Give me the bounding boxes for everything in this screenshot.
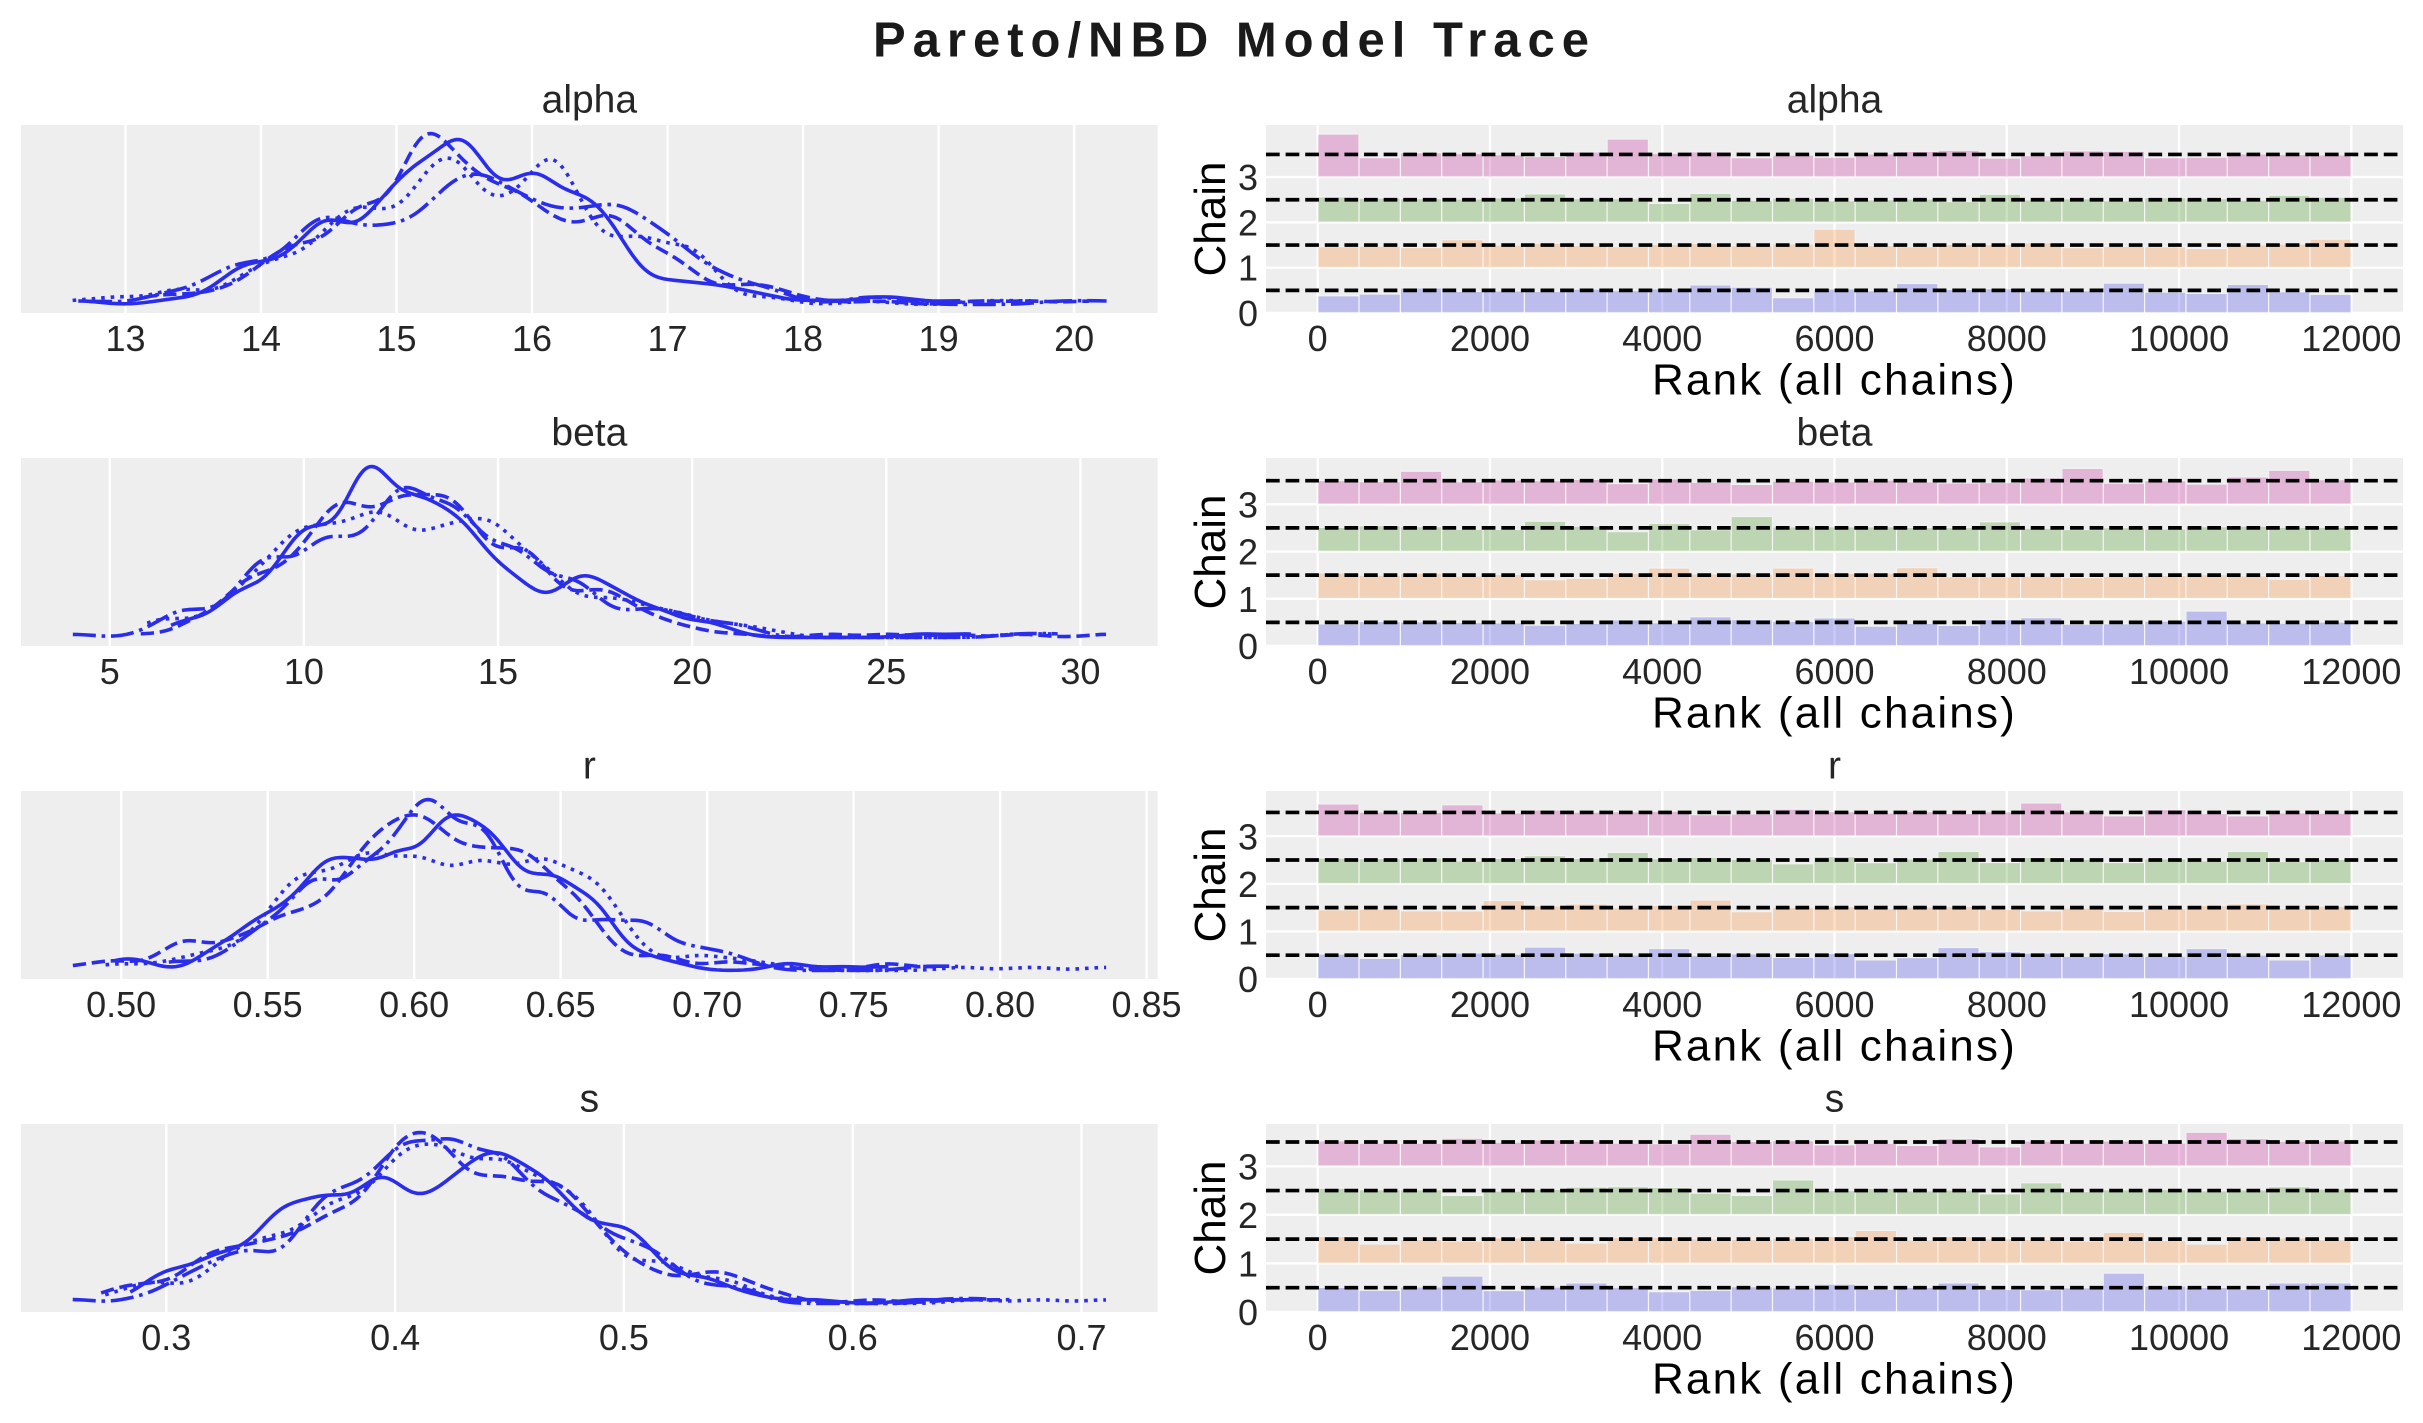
- svg-text:12000: 12000: [2301, 1317, 2401, 1358]
- svg-text:25: 25: [866, 651, 906, 692]
- svg-text:1: 1: [1238, 579, 1258, 620]
- svg-text:12000: 12000: [2301, 651, 2401, 692]
- svg-text:r: r: [1828, 745, 1841, 788]
- svg-text:10000: 10000: [2129, 318, 2229, 359]
- svg-text:8000: 8000: [1967, 984, 2047, 1025]
- svg-text:Pareto/NBD Model Trace: Pareto/NBD Model Trace: [873, 14, 1596, 68]
- svg-text:10000: 10000: [2129, 1317, 2229, 1358]
- svg-text:0.60: 0.60: [379, 984, 449, 1025]
- svg-text:8000: 8000: [1967, 651, 2047, 692]
- svg-text:1: 1: [1238, 248, 1258, 289]
- svg-text:Chain: Chain: [1186, 828, 1235, 943]
- svg-text:4000: 4000: [1622, 651, 1702, 692]
- svg-text:14: 14: [241, 318, 281, 359]
- svg-text:r: r: [583, 745, 596, 788]
- svg-text:4000: 4000: [1622, 984, 1702, 1025]
- svg-text:0: 0: [1308, 984, 1328, 1025]
- svg-text:20: 20: [1054, 318, 1094, 359]
- svg-text:15: 15: [376, 318, 416, 359]
- svg-text:s: s: [580, 1078, 600, 1121]
- svg-text:2: 2: [1238, 1195, 1258, 1236]
- svg-text:3: 3: [1238, 484, 1258, 525]
- svg-text:5: 5: [100, 651, 120, 692]
- svg-text:0.55: 0.55: [233, 984, 303, 1025]
- svg-text:0: 0: [1238, 959, 1258, 1000]
- svg-text:0.6: 0.6: [828, 1317, 878, 1358]
- svg-text:15: 15: [478, 651, 518, 692]
- svg-text:beta: beta: [551, 412, 627, 455]
- svg-text:0.5: 0.5: [599, 1317, 649, 1358]
- svg-text:18: 18: [783, 318, 823, 359]
- svg-text:13: 13: [105, 318, 145, 359]
- svg-text:3: 3: [1238, 1146, 1258, 1187]
- svg-text:16: 16: [512, 318, 552, 359]
- svg-text:Chain: Chain: [1186, 1161, 1235, 1276]
- svg-text:4000: 4000: [1622, 318, 1702, 359]
- svg-text:0.50: 0.50: [86, 984, 156, 1025]
- svg-text:20: 20: [672, 651, 712, 692]
- svg-text:2000: 2000: [1450, 1317, 1530, 1358]
- svg-text:Rank (all chains): Rank (all chains): [1652, 688, 2017, 737]
- svg-text:19: 19: [919, 318, 959, 359]
- svg-text:0.7: 0.7: [1056, 1317, 1106, 1358]
- svg-text:2000: 2000: [1450, 651, 1530, 692]
- svg-text:2: 2: [1238, 864, 1258, 905]
- svg-text:2: 2: [1238, 532, 1258, 573]
- svg-text:0.3: 0.3: [141, 1317, 191, 1358]
- svg-text:30: 30: [1060, 651, 1100, 692]
- svg-text:0: 0: [1308, 318, 1328, 359]
- svg-text:0.4: 0.4: [370, 1317, 420, 1358]
- svg-text:Chain: Chain: [1186, 162, 1235, 277]
- svg-text:0.65: 0.65: [526, 984, 596, 1025]
- svg-text:1: 1: [1238, 911, 1258, 952]
- svg-text:6000: 6000: [1794, 318, 1874, 359]
- svg-text:10000: 10000: [2129, 651, 2229, 692]
- svg-text:2000: 2000: [1450, 984, 1530, 1025]
- svg-text:2000: 2000: [1450, 318, 1530, 359]
- svg-text:10: 10: [284, 651, 324, 692]
- svg-text:3: 3: [1238, 157, 1258, 198]
- svg-text:0: 0: [1238, 1292, 1258, 1333]
- svg-text:Rank (all chains): Rank (all chains): [1652, 1021, 2017, 1070]
- svg-text:Rank (all chains): Rank (all chains): [1652, 1354, 2017, 1403]
- svg-text:3: 3: [1238, 816, 1258, 857]
- svg-text:6000: 6000: [1794, 1317, 1874, 1358]
- svg-text:0.85: 0.85: [1112, 984, 1182, 1025]
- svg-text:Chain: Chain: [1186, 495, 1235, 610]
- svg-text:6000: 6000: [1794, 984, 1874, 1025]
- svg-text:12000: 12000: [2301, 318, 2401, 359]
- svg-text:s: s: [1825, 1078, 1845, 1121]
- svg-text:alpha: alpha: [1787, 79, 1883, 122]
- svg-text:Rank (all chains): Rank (all chains): [1652, 355, 2017, 404]
- svg-text:0: 0: [1308, 1317, 1328, 1358]
- svg-text:4000: 4000: [1622, 1317, 1702, 1358]
- svg-text:alpha: alpha: [542, 79, 638, 122]
- svg-text:beta: beta: [1797, 412, 1873, 455]
- svg-text:0.80: 0.80: [965, 984, 1035, 1025]
- svg-text:12000: 12000: [2301, 984, 2401, 1025]
- svg-text:2: 2: [1238, 202, 1258, 243]
- svg-text:0: 0: [1238, 626, 1258, 667]
- svg-text:8000: 8000: [1967, 1317, 2047, 1358]
- svg-text:0: 0: [1238, 293, 1258, 334]
- svg-text:17: 17: [648, 318, 688, 359]
- svg-text:0.70: 0.70: [672, 984, 742, 1025]
- svg-text:10000: 10000: [2129, 984, 2229, 1025]
- svg-text:1: 1: [1238, 1243, 1258, 1284]
- svg-text:6000: 6000: [1794, 651, 1874, 692]
- svg-text:0.75: 0.75: [819, 984, 889, 1025]
- svg-text:8000: 8000: [1967, 318, 2047, 359]
- svg-text:0: 0: [1308, 651, 1328, 692]
